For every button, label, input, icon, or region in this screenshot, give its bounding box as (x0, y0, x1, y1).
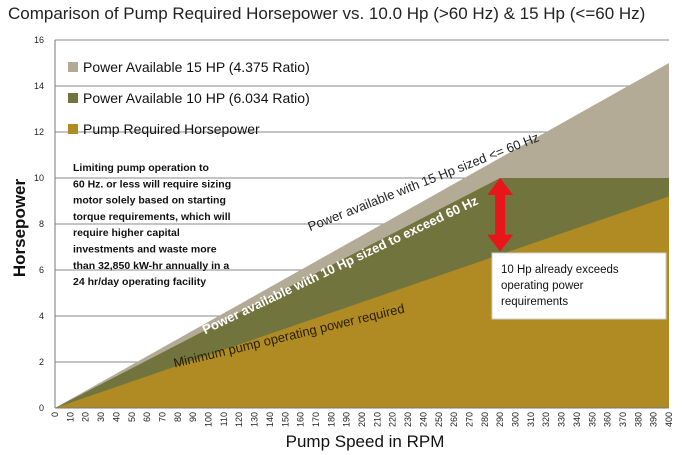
x-tick-label: 200 (357, 412, 367, 427)
x-tick-label: 60 (142, 412, 152, 422)
x-tick-label: 380 (633, 412, 643, 427)
x-tick-label: 370 (618, 412, 628, 427)
x-axis-label: Pump Speed in RPM (286, 432, 445, 451)
callout-line: operating power (501, 280, 584, 292)
note-line: torque requirements, which will (73, 211, 231, 223)
x-tick-label: 360 (603, 412, 613, 427)
double-arrow-icon (487, 178, 514, 252)
x-tick-label: 30 (96, 412, 106, 422)
callout-box: 10 Hp already exceeds operating power requ… (491, 252, 667, 320)
x-tick-label: 180 (326, 412, 336, 427)
y-tick-label: 8 (39, 219, 44, 229)
note-line: than 32,850 kW-hr annually in a (73, 260, 229, 272)
x-tick-label: 350 (587, 412, 597, 427)
x-tick-label: 260 (449, 412, 459, 427)
x-tick-label: 280 (480, 412, 490, 427)
y-axis-label: Horsepower (10, 178, 29, 277)
x-tick-label: 110 (219, 412, 229, 426)
x-tick-label: 80 (173, 412, 183, 422)
x-tick-label: 270 (465, 412, 475, 427)
x-tick-label: 230 (403, 412, 413, 427)
x-tick-label: 120 (234, 412, 244, 427)
legend-swatch (68, 124, 78, 134)
chart-title: Comparison of Pump Required Horsepower v… (8, 4, 645, 23)
note-line: Limiting pump operation to (73, 162, 209, 174)
callout-line: requirements (501, 296, 568, 308)
note-line: motor solely based on starting (73, 195, 226, 207)
x-tick-label: 220 (388, 412, 398, 427)
legend-label: Power Available 15 HP (4.375 Ratio) (83, 59, 310, 75)
x-ticks: 0 10 20 30 40 50 60 70 80 90 100 110 120 130 140 150 160… (50, 412, 674, 427)
y-ticks: 0 2 4 6 8 10 12 14 16 (34, 35, 44, 413)
x-tick-label: 50 (127, 412, 137, 422)
x-tick-label: 290 (495, 412, 505, 427)
x-tick-label: 90 (188, 412, 198, 422)
x-tick-label: 390 (649, 412, 659, 427)
callout-line: 10 Hp already exceeds (501, 264, 619, 276)
x-tick-label: 190 (342, 412, 352, 427)
x-tick-label: 130 (250, 412, 260, 427)
x-tick-label: 250 (434, 412, 444, 427)
note-line: 60 Hz. or less will require sizing (73, 178, 231, 190)
y-tick-label: 0 (39, 403, 44, 413)
y-tick-label: 2 (39, 357, 44, 367)
x-tick-label: 70 (157, 412, 167, 422)
x-tick-label: 140 (265, 412, 275, 427)
series-areas (55, 63, 669, 408)
note-line: 24 hr/day operating facility (73, 276, 206, 288)
x-tick-label: 160 (296, 412, 306, 427)
axes (54, 40, 669, 409)
x-tick-label: 10 (65, 412, 75, 422)
y-tick-label: 14 (34, 81, 44, 91)
x-tick-label: 0 (50, 412, 60, 417)
x-tick-label: 100 (204, 412, 214, 427)
legend: Power Available 15 HP (4.375 Ratio) Power… (68, 59, 310, 137)
x-tick-label: 210 (372, 412, 382, 427)
series-area (55, 196, 669, 408)
x-tick-label: 150 (280, 412, 290, 427)
callout-background (491, 252, 667, 320)
legend-label: Pump Required Horsepower (83, 121, 260, 137)
y-tick-label: 12 (34, 127, 44, 137)
note-line: investments and waste more (73, 244, 217, 256)
legend-label: Power Available 10 HP (6.034 Ratio) (83, 90, 310, 106)
x-tick-label: 330 (557, 412, 567, 427)
note-annotation: Limiting pump operation to 60 Hz. or less… (73, 162, 231, 288)
x-tick-label: 40 (111, 412, 121, 422)
x-tick-label: 20 (81, 412, 91, 422)
y-tick-label: 6 (39, 265, 44, 275)
y-tick-label: 16 (34, 35, 44, 45)
legend-swatch (68, 62, 78, 72)
x-tick-label: 300 (511, 412, 521, 427)
x-tick-label: 320 (541, 412, 551, 427)
note-line: require higher capital (73, 227, 180, 239)
x-tick-label: 170 (311, 412, 321, 427)
y-tick-label: 10 (34, 173, 44, 183)
x-tick-label: 340 (572, 412, 582, 427)
y-tick-label: 4 (39, 311, 44, 321)
x-tick-label: 310 (526, 412, 536, 427)
x-tick-label: 240 (418, 412, 428, 427)
x-tick-label: 400 (664, 412, 674, 427)
legend-swatch (68, 93, 78, 103)
double-arrow-shape (487, 178, 514, 252)
